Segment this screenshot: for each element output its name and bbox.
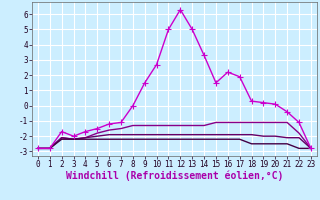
X-axis label: Windchill (Refroidissement éolien,°C): Windchill (Refroidissement éolien,°C) [66, 171, 283, 181]
